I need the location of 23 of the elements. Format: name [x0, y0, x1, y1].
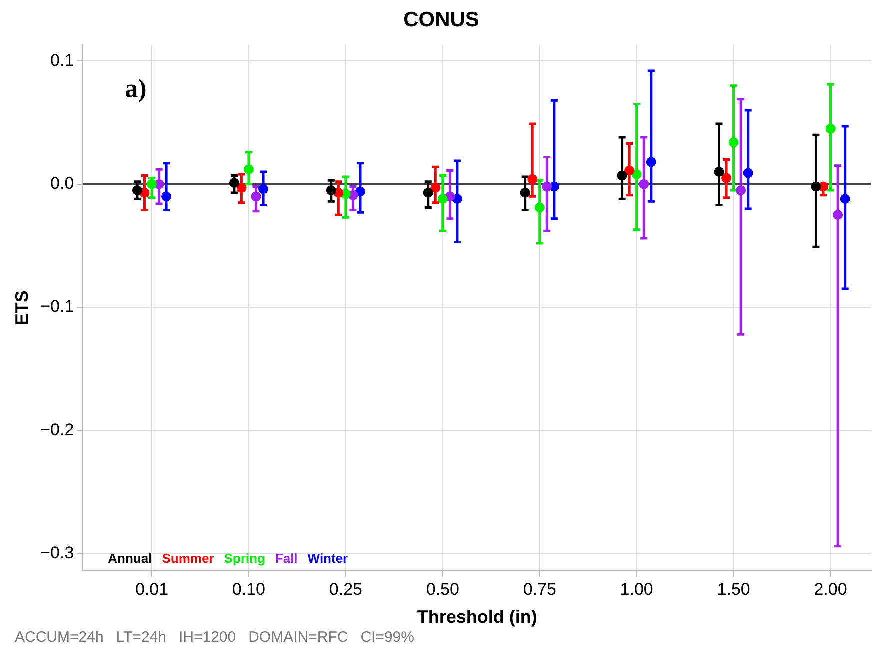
x-tick-label: 0.01: [135, 580, 169, 599]
text: Fall: [275, 551, 298, 566]
text: ACCUM=24h LT=24h IH=1200 DOMAIN=RFC CI=99%: [15, 629, 414, 646]
y-tick-label: −0.1: [40, 297, 74, 316]
text: Annual: [108, 551, 152, 566]
x-tick-label: 0.10: [232, 580, 266, 599]
y-tick-label: 0.1: [50, 50, 74, 70]
y-axis-title: ETS: [12, 290, 32, 326]
x-tick-label: 0.25: [329, 580, 362, 599]
x-tick-label: 0.50: [426, 580, 460, 599]
text: Winter: [308, 551, 348, 566]
annotation: a): [125, 74, 147, 104]
x-tick-label: 1.50: [717, 580, 750, 599]
x-tick-label: 2.00: [814, 580, 848, 599]
x-tick-label: 0.75: [523, 580, 556, 599]
x-axis-title: Threshold (in): [417, 607, 538, 628]
text: Spring: [224, 551, 266, 566]
y-tick-label: −0.2: [40, 420, 74, 440]
text: Summer: [162, 551, 214, 566]
chart-title: CONUS: [404, 8, 480, 32]
x-tick-label: 1.00: [620, 580, 654, 599]
y-tick-label: −0.3: [40, 543, 74, 562]
y-tick-label: 0.0: [50, 174, 74, 194]
